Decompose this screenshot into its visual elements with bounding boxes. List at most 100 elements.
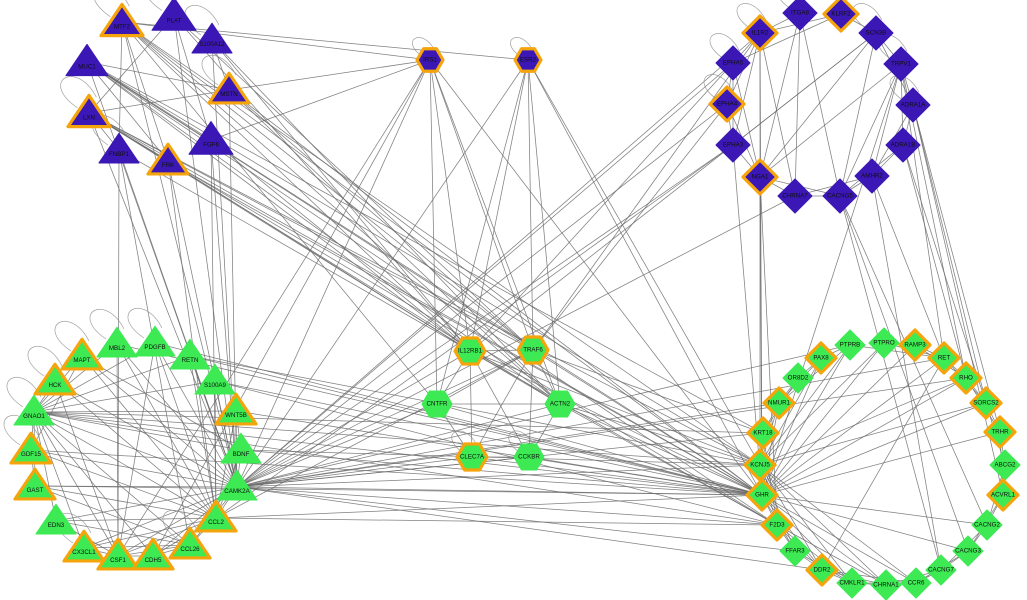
edge <box>761 494 823 571</box>
graph-node[interactable] <box>35 503 77 535</box>
graph-node[interactable] <box>898 328 932 362</box>
graph-node[interactable] <box>858 15 894 51</box>
graph-node[interactable] <box>421 390 453 418</box>
graph-node[interactable] <box>513 443 545 471</box>
graph-node[interactable] <box>949 361 983 395</box>
graph-node[interactable] <box>805 553 839 587</box>
graph-node[interactable] <box>971 509 1003 541</box>
graph-node[interactable] <box>194 499 238 533</box>
edge <box>30 449 763 496</box>
graph-node[interactable] <box>822 0 860 33</box>
nodes-layer[interactable] <box>9 0 1021 600</box>
graph-node[interactable] <box>13 394 55 426</box>
graph-node[interactable] <box>13 467 57 501</box>
graph-node[interactable] <box>96 326 138 358</box>
graph-node[interactable] <box>895 87 931 123</box>
graph-node[interactable] <box>188 121 234 155</box>
edge <box>117 59 431 557</box>
edge <box>761 494 887 586</box>
graph-node[interactable] <box>952 535 984 567</box>
graph-node[interactable] <box>836 567 868 599</box>
graph-node[interactable] <box>870 569 902 600</box>
edge <box>236 403 438 488</box>
graph-node[interactable] <box>822 178 858 214</box>
graph-node[interactable] <box>216 469 258 501</box>
graph-node[interactable] <box>98 132 140 164</box>
graph-node[interactable] <box>66 93 112 129</box>
self-loop-edge <box>780 0 807 10</box>
graph-node[interactable] <box>99 2 145 38</box>
edge <box>121 21 169 162</box>
graph-node[interactable] <box>169 338 211 370</box>
graph-node[interactable] <box>415 47 445 73</box>
graph-node[interactable] <box>804 341 838 375</box>
graph-node[interactable] <box>989 449 1021 481</box>
graph-node[interactable] <box>983 415 1017 449</box>
edge <box>759 464 917 584</box>
graph-node[interactable] <box>745 478 779 512</box>
graph-node[interactable] <box>60 337 104 371</box>
edge <box>215 494 763 519</box>
graph-node[interactable] <box>925 554 957 586</box>
graph-node[interactable] <box>220 432 262 464</box>
graph-node[interactable] <box>779 535 811 567</box>
graph-node[interactable] <box>868 327 900 359</box>
edge <box>761 494 988 526</box>
graph-node[interactable] <box>885 127 921 163</box>
edge <box>436 59 529 405</box>
edge <box>189 355 763 496</box>
graph-node[interactable] <box>741 14 779 52</box>
graph-node[interactable] <box>33 362 77 396</box>
graph-node[interactable] <box>544 390 576 418</box>
graph-node[interactable] <box>455 442 489 472</box>
graph-node[interactable] <box>513 47 543 73</box>
graph-node[interactable] <box>134 325 176 357</box>
graph-node[interactable] <box>214 392 258 426</box>
edge <box>211 39 561 405</box>
edge <box>799 12 841 197</box>
edge <box>839 32 877 197</box>
edge <box>189 355 217 519</box>
graph-node[interactable] <box>760 508 794 542</box>
graph-node[interactable] <box>777 178 813 214</box>
graph-node[interactable] <box>782 0 818 31</box>
graph-node[interactable] <box>741 158 779 196</box>
graph-node[interactable] <box>207 71 251 105</box>
graph-node[interactable] <box>9 431 53 465</box>
edge <box>759 32 877 178</box>
graph-node[interactable] <box>151 0 197 31</box>
graph-node[interactable] <box>708 85 746 123</box>
graph-node[interactable] <box>927 341 961 375</box>
graph-node[interactable] <box>900 567 932 599</box>
graph-node[interactable] <box>65 43 109 77</box>
graph-node[interactable] <box>146 142 190 176</box>
graph-node[interactable] <box>191 22 233 54</box>
graph-node[interactable] <box>96 537 140 571</box>
graph-node[interactable] <box>746 416 780 450</box>
graph-node[interactable] <box>986 478 1020 512</box>
graph-node[interactable] <box>969 386 1003 420</box>
graph-node[interactable] <box>516 335 550 365</box>
edge <box>429 59 471 352</box>
graph-node[interactable] <box>131 537 175 571</box>
graph-node[interactable] <box>715 45 751 81</box>
edge <box>236 486 823 571</box>
graph-node[interactable] <box>715 127 751 163</box>
graph-node[interactable] <box>883 46 919 82</box>
self-loop-edge <box>94 0 130 18</box>
edge <box>228 89 534 351</box>
graph-node[interactable] <box>453 336 487 366</box>
graph-node[interactable] <box>194 363 236 395</box>
edge <box>527 59 761 466</box>
graph-node[interactable] <box>62 529 106 563</box>
graph-node[interactable] <box>782 362 814 394</box>
edge <box>86 61 471 352</box>
graph-node[interactable] <box>834 329 866 361</box>
graph-node[interactable] <box>168 526 212 560</box>
graph-node[interactable] <box>762 386 796 420</box>
edge <box>33 411 85 549</box>
graph-node[interactable] <box>854 158 890 194</box>
edge <box>761 344 916 496</box>
self-loop-edge <box>510 37 533 58</box>
